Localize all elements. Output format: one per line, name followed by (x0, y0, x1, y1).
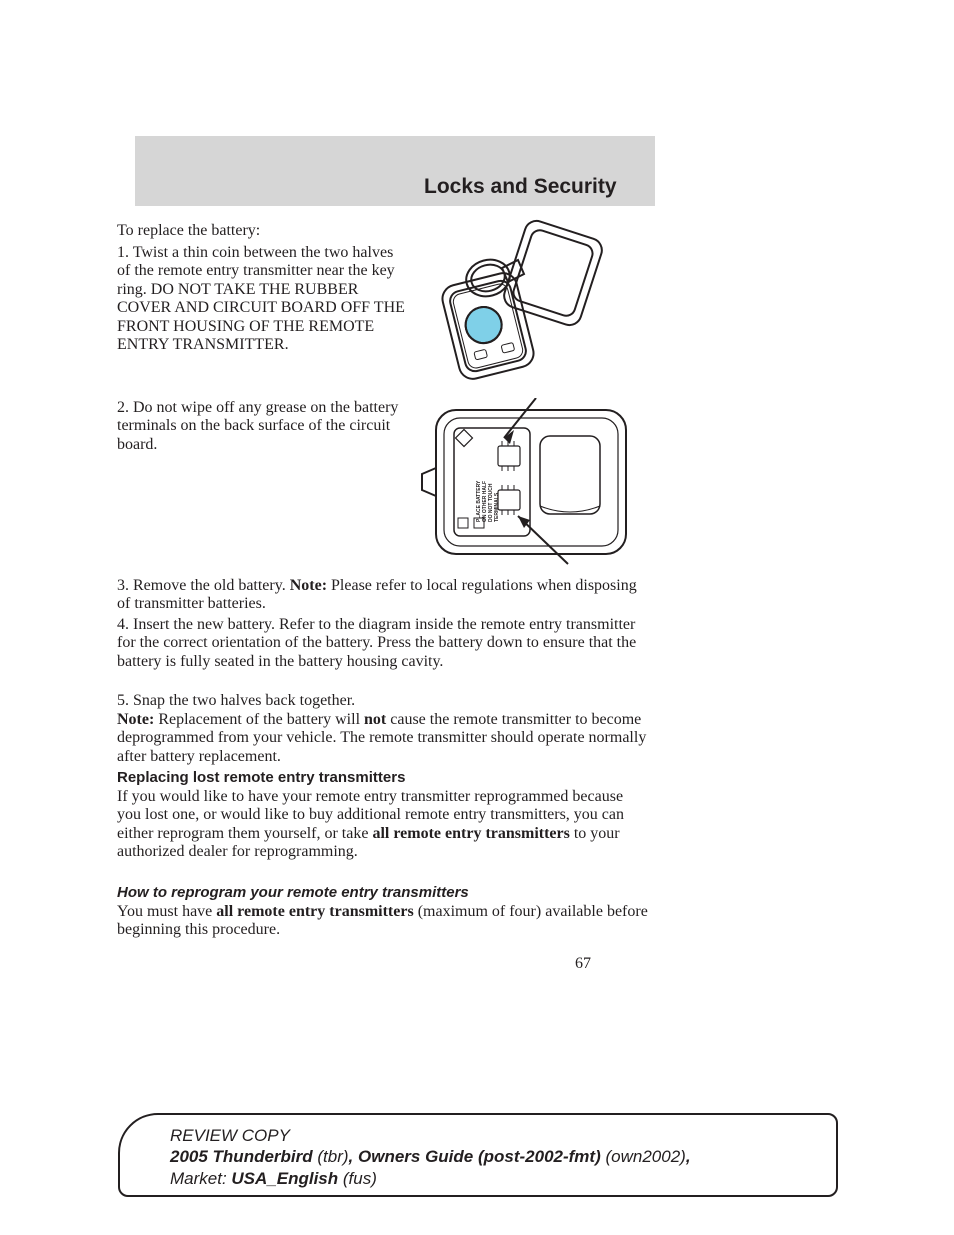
footer-market: USA_English (231, 1169, 342, 1188)
section-title: Locks and Security (424, 175, 617, 199)
sub2-all: all remote entry transmitters (216, 903, 413, 920)
sub2-a: You must have (117, 903, 216, 920)
footer-comma: , (686, 1147, 691, 1166)
step-4: 4. Insert the new battery. Refer to the … (117, 616, 649, 671)
figure-keyfob (428, 218, 638, 393)
page-number: 67 (575, 955, 591, 973)
svg-text:TERMINALS: TERMINALS (494, 492, 500, 522)
step-1: 1. Twist a thin coin between the two hal… (117, 244, 407, 354)
footer-market-label: Market: (170, 1169, 231, 1188)
footer-line-3: Market: USA_English (fus) (170, 1168, 816, 1189)
note2-not: not (364, 711, 386, 728)
subheading-reprogram: How to reprogram your remote entry trans… (117, 884, 649, 901)
sub2-body: You must have all remote entry transmitt… (117, 903, 649, 940)
footer-box: REVIEW COPY 2005 Thunderbird (tbr), Owne… (118, 1113, 838, 1197)
manual-page: Locks and Security To replace the batter… (0, 0, 954, 1235)
footer-line-2: 2005 Thunderbird (tbr), Owners Guide (po… (170, 1146, 816, 1167)
footer-tbr: (tbr) (317, 1147, 348, 1166)
footer-own: (own2002) (605, 1147, 685, 1166)
step-3-pre: 3. Remove the old battery. (117, 577, 290, 594)
figure-circuit-board: PLACE BATTERY ON OTHER HALF DO NOT TOUCH… (418, 398, 638, 566)
footer-line-1: REVIEW COPY (170, 1125, 816, 1146)
subheading-replacing: Replacing lost remote entry transmitters (117, 769, 649, 786)
note-label: Note: (290, 577, 327, 594)
footer-vehicle: 2005 Thunderbird (170, 1147, 317, 1166)
note-label-2: Note: (117, 711, 154, 728)
step-5: 5. Snap the two halves back together. (117, 692, 649, 710)
footer-guide: , Owners Guide (post-2002-fmt) (349, 1147, 606, 1166)
step-3: 3. Remove the old battery. Note: Please … (117, 577, 649, 614)
intro-text: To replace the battery: (117, 222, 407, 240)
sub1-body: If you would like to have your remote en… (117, 788, 649, 862)
footer-fus: (fus) (343, 1169, 377, 1188)
step-2: 2. Do not wipe off any grease on the bat… (117, 399, 407, 454)
sub1-all: all remote entry transmitters (372, 825, 569, 842)
note2-a: Replacement of the battery will (154, 711, 364, 728)
note-2: Note: Replacement of the battery will no… (117, 711, 649, 766)
